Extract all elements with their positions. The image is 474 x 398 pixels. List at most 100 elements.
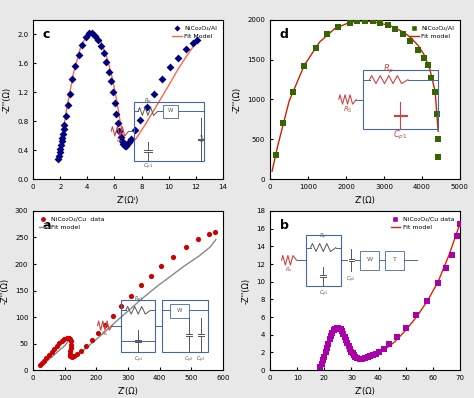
Point — [364, 354, 372, 360]
Point — [114, 119, 122, 126]
Point — [127, 293, 134, 299]
Point — [328, 332, 335, 339]
Y-axis label: -Z''(Ω): -Z''(Ω) — [2, 86, 11, 113]
Point — [131, 127, 138, 133]
Point — [94, 37, 102, 43]
Point — [331, 326, 339, 332]
Point — [58, 338, 65, 344]
Point — [312, 45, 319, 51]
Point — [361, 18, 369, 24]
Point — [338, 328, 346, 334]
Point — [147, 273, 155, 279]
Point — [335, 24, 342, 30]
Point — [158, 76, 165, 82]
Point — [174, 55, 182, 61]
Point — [361, 355, 369, 361]
Legend: NiCo₂O₄/Al, Fit model: NiCo₂O₄/Al, Fit model — [407, 23, 456, 42]
Point — [384, 22, 392, 29]
Point — [375, 349, 383, 356]
Point — [350, 352, 358, 358]
Point — [50, 346, 58, 352]
Point — [369, 18, 376, 25]
Point — [67, 345, 75, 351]
Point — [158, 263, 165, 269]
Point — [424, 62, 431, 68]
Point — [40, 358, 48, 364]
Point — [82, 33, 90, 40]
Point — [78, 41, 86, 48]
Point — [43, 355, 50, 362]
Point — [402, 324, 410, 331]
Legend: NiCo₂O₄/Al, Fit Model: NiCo₂O₄/Al, Fit Model — [170, 23, 219, 42]
Point — [385, 341, 393, 348]
Point — [322, 349, 329, 356]
Point — [380, 346, 388, 352]
Point — [45, 352, 53, 359]
Point — [333, 324, 340, 331]
Y-axis label: -Z''(Ω): -Z''(Ω) — [233, 86, 242, 113]
Point — [38, 360, 46, 367]
Point — [433, 111, 441, 117]
Point — [211, 229, 219, 235]
Point — [194, 236, 202, 242]
Point — [366, 353, 374, 359]
Point — [64, 101, 72, 108]
Point — [111, 100, 119, 106]
Point — [63, 335, 71, 341]
Point — [60, 126, 67, 133]
Point — [342, 337, 350, 343]
Point — [65, 335, 73, 341]
Point — [69, 76, 76, 82]
Point — [392, 26, 399, 33]
Point — [337, 326, 345, 333]
Point — [394, 334, 401, 341]
Point — [442, 264, 450, 271]
Point — [67, 353, 74, 359]
Point — [189, 40, 197, 46]
Point — [73, 351, 81, 357]
Point — [97, 43, 105, 49]
Point — [58, 135, 66, 141]
Point — [414, 47, 422, 53]
Point — [109, 313, 117, 319]
Point — [317, 363, 324, 370]
Point — [117, 303, 125, 310]
Point — [399, 31, 407, 37]
Point — [36, 362, 44, 368]
Point — [346, 20, 354, 26]
Point — [71, 353, 78, 359]
Point — [434, 136, 442, 142]
Point — [407, 37, 414, 44]
X-axis label: Z'(Ω): Z'(Ω) — [355, 195, 375, 205]
Point — [124, 141, 131, 148]
Point — [326, 336, 334, 342]
Text: d: d — [280, 28, 289, 41]
Point — [77, 347, 85, 354]
Y-axis label: -Z''(Ω): -Z''(Ω) — [0, 277, 9, 304]
Point — [453, 232, 461, 239]
Point — [205, 231, 213, 238]
Point — [428, 75, 435, 81]
Point — [434, 280, 442, 287]
Point — [55, 340, 63, 346]
Legend: NiCo₂O₄/Cu  data, Fit model: NiCo₂O₄/Cu data, Fit model — [36, 214, 107, 233]
Text: a: a — [43, 219, 51, 232]
Point — [53, 343, 60, 349]
Point — [193, 37, 201, 43]
Point — [82, 343, 90, 349]
Point — [57, 142, 65, 148]
Point — [345, 343, 353, 349]
Point — [48, 349, 55, 355]
Point — [102, 59, 110, 65]
Point — [334, 324, 342, 331]
Point — [344, 339, 351, 346]
Point — [72, 63, 79, 69]
Point — [113, 111, 120, 117]
Point — [341, 334, 348, 340]
Point — [121, 142, 128, 149]
Point — [420, 55, 428, 61]
Point — [88, 30, 96, 36]
Point — [119, 141, 127, 148]
X-axis label: Z'(Ω): Z'(Ω) — [118, 386, 138, 396]
Point — [68, 341, 75, 348]
